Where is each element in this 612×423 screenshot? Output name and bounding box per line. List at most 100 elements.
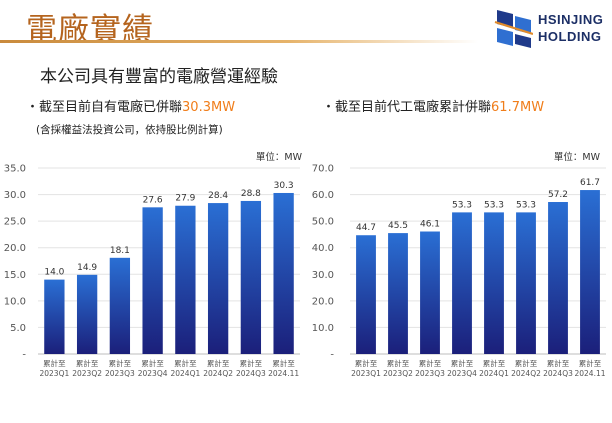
x-tick-label: 2023Q3 [415,369,445,378]
y-tick-label: 70.0 [312,164,334,175]
x-tick-label: 2023Q1 [39,369,69,378]
x-tick-label: 累計至 [419,358,442,368]
y-tick-label: 20.0 [312,296,334,307]
y-tick-label: 30.0 [312,270,334,281]
y-tick-label: 10.0 [4,296,26,307]
bar [273,192,294,354]
left-heading-highlight: 30.3MW [182,100,236,115]
data-label: 61.7 [580,178,600,188]
left-heading: ・截至目前自有電廠已併聯30.3MW [26,96,235,115]
company-logo-text: HSINJING HOLDING [538,11,603,45]
x-tick-label: 累計至 [240,358,263,368]
x-tick-label: 累計至 [483,358,506,368]
bar [452,212,472,354]
bar [44,279,65,354]
data-label: 44.7 [356,223,376,233]
chart-contract-plants: -10.0 20.0 30.0 40.0 50.0 60.0 70.0 44.7 累計至 2023… [306,145,612,385]
x-tick-label: 2024Q2 [203,369,233,378]
chart-unit-label: 單位：MW [553,152,600,163]
y-tick-label: - [330,350,334,361]
page-subtitle: 本公司具有豐富的電廠營運經驗 [40,67,278,87]
data-label: 30.3 [274,181,294,191]
x-tick-label: 2024Q3 [236,369,266,378]
chart-svg: -5.010.015.020.025.030.035.014.0累計至2023Q… [4,164,300,378]
y-tick-label: 25.0 [4,217,26,228]
title-divider [0,40,478,43]
y-tick-label: 15.0 [4,270,26,281]
x-tick-label: 累計至 [43,358,66,368]
left-heading-text: 截至目前自有電廠已併聯 [39,100,183,115]
left-bullet: ・ [26,100,40,115]
bar [516,212,536,354]
x-tick-label: 累計至 [272,358,295,368]
bar [240,200,262,354]
x-tick-label: 累計至 [76,358,99,368]
x-tick-label: 累計至 [355,358,378,368]
right-bullet: ・ [322,100,336,115]
data-label: 53.3 [452,200,472,210]
y-tick-label: - [22,350,26,361]
x-tick-label: 累計至 [109,358,132,368]
x-tick-label: 2024Q1 [479,369,509,378]
data-label: 18.1 [110,246,130,256]
y-tick-label: 30.0 [4,190,26,201]
x-tick-label: 2023Q4 [447,369,477,378]
bar [388,233,408,354]
x-tick-label: 2024Q1 [170,369,200,378]
right-heading-text: 截至目前代工電廠累計併聯 [335,100,492,115]
x-tick-label: 2024Q2 [511,369,541,378]
data-label: 28.4 [208,191,228,201]
logo-text-line2: HOLDING [538,29,602,44]
x-tick-label: 累計至 [579,358,602,368]
bar [420,231,440,354]
bar [142,207,163,354]
y-tick-label: 40.0 [312,243,334,254]
x-tick-label: 累計至 [547,358,570,368]
data-label: 27.6 [143,195,163,205]
data-label: 45.5 [388,221,408,231]
chart-own-plants: -5.0 10.0 15.0 20.0 25.0 30.0 35.0 14.0 累計至 2023Q… [0,145,306,385]
data-label: 53.3 [484,200,504,210]
x-tick-label: 累計至 [141,358,164,368]
x-tick-label: 累計至 [387,358,410,368]
company-logo-icon [494,10,533,48]
y-tick-label: 50.0 [312,217,334,228]
x-tick-label: 2024.11 [268,369,299,378]
x-tick-label: 2023Q3 [105,369,135,378]
bar [207,203,229,354]
x-tick-label: 累計至 [174,358,197,368]
x-tick-label: 2023Q2 [383,369,413,378]
x-tick-label: 2023Q4 [138,369,168,378]
bar [109,257,131,354]
data-label: 27.9 [175,194,195,204]
x-tick-label: 累計至 [515,358,538,368]
y-tick-label: 5.0 [10,323,26,334]
x-tick-label: 累計至 [207,358,230,368]
chart-unit-label: 單位：MW [255,152,302,163]
x-tick-label: 2024.11 [574,369,605,378]
data-label: 46.1 [420,220,440,230]
data-label: 53.3 [516,200,536,210]
y-tick-label: 35.0 [4,164,26,175]
bar [484,212,504,354]
chart-svg: -10.020.030.040.050.060.070.044.7累計至2023… [312,164,606,378]
bar [356,235,376,354]
bar [76,274,98,354]
y-tick-label: 60.0 [312,190,334,201]
data-label: 28.8 [241,189,261,199]
y-tick-label: 20.0 [4,243,26,254]
x-tick-label: 2023Q2 [72,369,102,378]
bar [548,202,568,354]
data-label: 14.0 [44,268,64,278]
bar [580,190,600,354]
left-note: (含採權益法投資公司，依持股比例計算) [36,124,223,136]
bar [175,205,196,354]
x-tick-label: 2023Q1 [351,369,381,378]
x-tick-label: 累計至 [451,358,474,368]
y-tick-label: 10.0 [312,323,334,334]
right-heading-highlight: 61.7MW [491,100,545,115]
x-tick-label: 2024Q3 [543,369,573,378]
data-label: 14.9 [77,263,97,273]
logo-text-line1: HSINJING [538,12,604,27]
data-label: 57.2 [548,190,568,200]
